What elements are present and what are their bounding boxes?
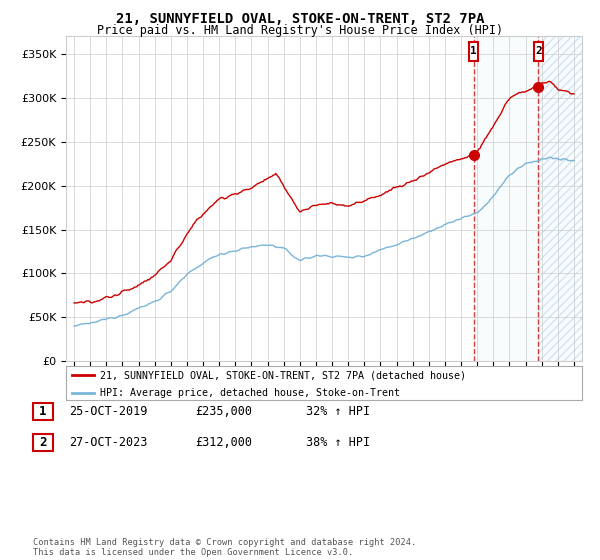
Text: 2: 2	[535, 46, 542, 57]
Text: £312,000: £312,000	[195, 436, 252, 449]
Bar	[538, 36, 582, 361]
FancyBboxPatch shape	[534, 41, 543, 61]
Bar	[538, 36, 582, 361]
Text: £235,000: £235,000	[195, 405, 252, 418]
Text: 25-OCT-2019: 25-OCT-2019	[69, 405, 148, 418]
Text: Contains HM Land Registry data © Crown copyright and database right 2024.
This d: Contains HM Land Registry data © Crown c…	[33, 538, 416, 557]
Text: 21, SUNNYFIELD OVAL, STOKE-ON-TRENT, ST2 7PA (detached house): 21, SUNNYFIELD OVAL, STOKE-ON-TRENT, ST2…	[100, 370, 466, 380]
FancyBboxPatch shape	[469, 41, 478, 61]
Text: Price paid vs. HM Land Registry's House Price Index (HPI): Price paid vs. HM Land Registry's House …	[97, 24, 503, 37]
Text: HPI: Average price, detached house, Stoke-on-Trent: HPI: Average price, detached house, Stok…	[100, 388, 400, 398]
Text: 1: 1	[39, 405, 47, 418]
Text: 27-OCT-2023: 27-OCT-2023	[69, 436, 148, 449]
Text: 2: 2	[39, 436, 47, 449]
Text: 21, SUNNYFIELD OVAL, STOKE-ON-TRENT, ST2 7PA: 21, SUNNYFIELD OVAL, STOKE-ON-TRENT, ST2…	[116, 12, 484, 26]
Text: 38% ↑ HPI: 38% ↑ HPI	[306, 436, 370, 449]
Text: 32% ↑ HPI: 32% ↑ HPI	[306, 405, 370, 418]
Text: 1: 1	[470, 46, 477, 57]
Bar	[474, 36, 538, 361]
